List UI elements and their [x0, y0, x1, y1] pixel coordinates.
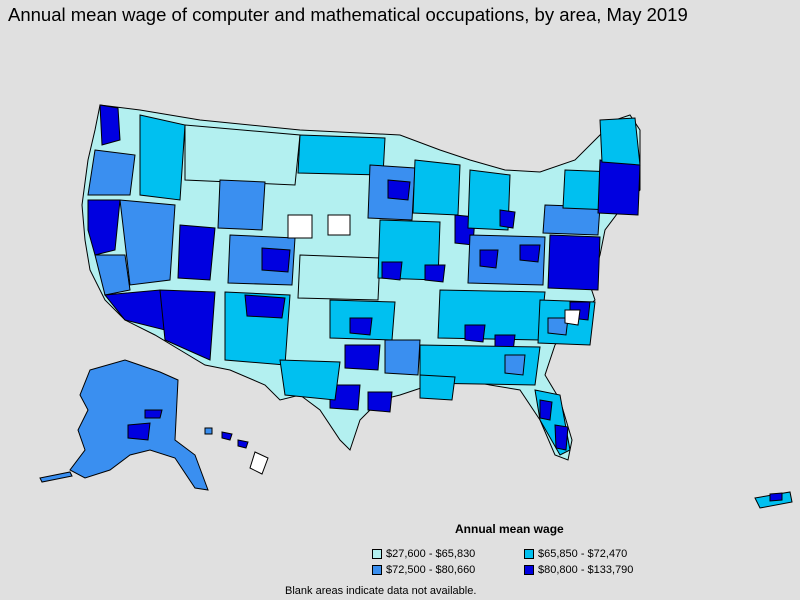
region-nashville: [464, 324, 486, 343]
region-columbus: [519, 244, 541, 263]
contiguous-us: [81, 104, 641, 461]
legend-swatch-2: [524, 549, 534, 559]
region-texas-west: [279, 359, 341, 401]
hawaii-island-oahu: [221, 431, 233, 441]
legend-item-3: $72,500 - $80,660: [372, 564, 524, 576]
region-texas-austin: [329, 384, 361, 411]
region-mid-atlantic: [547, 234, 601, 291]
region-kansas: [297, 254, 381, 301]
region-nevada: [119, 199, 176, 286]
region-louisiana: [419, 374, 456, 401]
region-oregon: [87, 149, 136, 196]
region-kentucky-tennessee: [437, 289, 546, 341]
puerto-rico: [754, 491, 793, 509]
no-data-note: Blank areas indicate data not available.: [285, 585, 477, 597]
legend-row: $72,500 - $80,660 $80,800 - $133,790: [372, 562, 702, 578]
region-texas-north: [384, 339, 421, 376]
legend-row: $27,600 - $65,830 $65,850 - $72,470: [372, 546, 702, 562]
hawaii-island-kauai: [204, 427, 213, 435]
region-california-north: [87, 199, 121, 256]
region-wisconsin: [412, 159, 461, 216]
region-virginia-no-data: [564, 309, 581, 326]
hawaii: [204, 427, 269, 475]
map-title: Annual mean wage of computer and mathema…: [8, 4, 688, 25]
region-charlotte: [547, 317, 569, 336]
region-st-louis: [424, 264, 446, 283]
region-texas-dallas: [344, 344, 381, 371]
aleutian-islands: [39, 471, 73, 483]
region-san-juan: [769, 492, 783, 502]
region-texas-houston: [367, 391, 393, 413]
region-detroit: [499, 209, 516, 229]
region-atlanta: [504, 354, 526, 376]
region-utah: [177, 224, 216, 281]
region-indianapolis: [479, 249, 499, 269]
region-south-dakota-no-data: [287, 214, 313, 239]
legend-title: Annual mean wage: [455, 522, 564, 536]
region-south-dakota-east-no-data: [327, 214, 351, 236]
region-miami: [554, 424, 569, 451]
legend-label-4: $80,800 - $133,790: [538, 564, 634, 576]
legend-label-2: $65,850 - $72,470: [538, 548, 628, 560]
legend-label-1: $27,600 - $65,830: [386, 548, 476, 560]
region-minneapolis: [387, 179, 411, 201]
legend-item-2: $65,850 - $72,470: [524, 548, 676, 560]
region-anchorage: [127, 422, 151, 441]
region-fairbanks: [144, 409, 163, 419]
region-california-central: [94, 254, 131, 296]
region-maine: [599, 117, 641, 166]
legend-swatch-1: [372, 549, 382, 559]
region-idaho: [139, 114, 186, 201]
region-denver: [261, 247, 291, 273]
region-seattle: [99, 104, 121, 146]
legend-label-3: $72,500 - $80,660: [386, 564, 476, 576]
legend-item-1: $27,600 - $65,830: [372, 548, 524, 560]
hawaii-island-big: [249, 451, 269, 475]
legend-swatch-3: [372, 565, 382, 575]
legend-swatch-4: [524, 565, 534, 575]
alaska: [39, 359, 209, 491]
legend-item-4: $80,800 - $133,790: [524, 564, 676, 576]
region-kansas-city: [381, 261, 403, 281]
region-oklahoma-city: [349, 317, 373, 336]
legend: $27,600 - $65,830 $65,850 - $72,470 $72,…: [372, 546, 702, 578]
region-tampa: [539, 399, 553, 421]
region-new-england: [597, 159, 641, 216]
region-arizona: [159, 289, 216, 361]
region-montana: [184, 124, 301, 186]
region-wyoming: [217, 179, 266, 231]
hawaii-island-maui: [237, 439, 249, 449]
region-albuquerque: [244, 294, 286, 319]
